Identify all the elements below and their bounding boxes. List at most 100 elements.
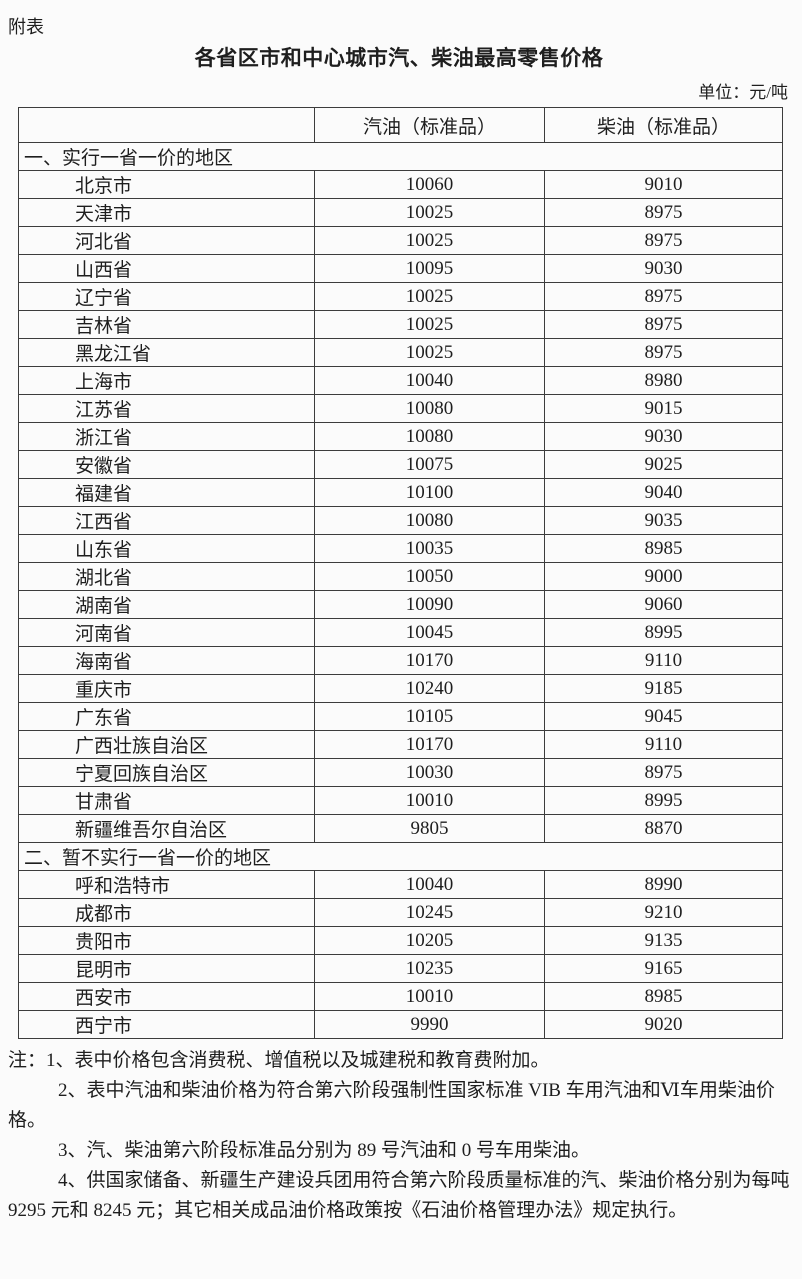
table-row: 重庆市 10240 9185 [18,674,783,703]
gasoline-price-cell: 10060 [314,170,545,199]
gasoline-price-cell: 10030 [314,758,545,787]
region-cell: 北京市 [18,170,315,199]
diesel-price-cell: 8990 [544,870,783,899]
notes-section: 注：1、表中价格包含消费税、增值税以及城建税和教育费附加。 2、表中汽油和柴油价格… [6,1046,792,1226]
diesel-price-cell: 8975 [544,310,783,339]
gasoline-price-cell: 10080 [314,506,545,535]
table-row: 浙江省 10080 9030 [18,422,783,451]
document-page: 附表 各省区市和中心城市汽、柴油最高零售价格 单位：元/吨 汽油（标准品） 柴油… [6,17,792,1226]
diesel-price-cell: 9185 [544,674,783,703]
table-row: 海南省 10170 9110 [18,646,783,675]
gasoline-price-cell: 10010 [314,786,545,815]
table-row: 江西省 10080 9035 [18,506,783,535]
table-row: 西宁市 9990 9020 [18,1010,783,1039]
diesel-price-cell: 9000 [544,562,783,591]
diesel-price-cell: 9110 [544,730,783,759]
region-cell: 浙江省 [18,422,315,451]
diesel-price-cell: 9165 [544,954,783,983]
page-title: 各省区市和中心城市汽、柴油最高零售价格 [194,46,604,70]
table-row: 甘肃省 10010 8995 [18,786,783,815]
region-cell: 西宁市 [18,1010,315,1039]
gasoline-price-cell: 9805 [314,814,545,843]
gasoline-price-cell: 10245 [314,898,545,927]
section-header-label: 二、暂不实行一省一价的地区 [18,842,783,871]
table-row: 山西省 10095 9030 [18,254,783,283]
diesel-price-cell: 8980 [544,366,783,395]
gasoline-price-cell: 10095 [314,254,545,283]
gasoline-price-cell: 10035 [314,534,545,563]
gasoline-price-cell: 10040 [314,366,545,395]
gasoline-price-cell: 10025 [314,198,545,227]
region-cell: 宁夏回族自治区 [18,758,315,787]
diesel-column-header: 柴油（标准品） [544,107,783,143]
gasoline-price-cell: 10170 [314,646,545,675]
diesel-price-cell: 9030 [544,422,783,451]
diesel-price-cell: 9045 [544,702,783,731]
table-row: 福建省 10100 9040 [18,478,783,507]
table-row: 山东省 10035 8985 [18,534,783,563]
region-cell: 海南省 [18,646,315,675]
gasoline-price-cell: 10040 [314,870,545,899]
table-row: 昆明市 10235 9165 [18,954,783,983]
gasoline-price-cell: 10105 [314,702,545,731]
region-cell: 湖北省 [18,562,315,591]
table-row: 辽宁省 10025 8975 [18,282,783,311]
diesel-price-cell: 8985 [544,982,783,1011]
table-row: 西安市 10010 8985 [18,982,783,1011]
table-row: 吉林省 10025 8975 [18,310,783,339]
section-header-row: 一、实行一省一价的地区 [18,142,783,171]
price-table: 汽油（标准品） 柴油（标准品） 一、实行一省一价的地区 北京市 10060 9010 天… [18,107,783,1039]
region-cell: 吉林省 [18,310,315,339]
region-cell: 山西省 [18,254,315,283]
table-row: 黑龙江省 10025 8975 [18,338,783,367]
region-cell: 山东省 [18,534,315,563]
note-line: 2、表中汽油和柴油价格为符合第六阶段强制性国家标准 VIB 车用汽油和Ⅵ车用柴油… [8,1080,775,1131]
region-cell: 呼和浩特市 [18,870,315,899]
diesel-price-cell: 9035 [544,506,783,535]
table-row: 新疆维吾尔自治区 9805 8870 [18,814,783,843]
note-line: 3、汽、柴油第六阶段标准品分别为 89 号汽油和 0 号车用柴油。 [58,1140,591,1161]
region-cell: 黑龙江省 [18,338,315,367]
attachment-label: 附表 [8,17,44,37]
region-cell: 安徽省 [18,450,315,479]
note-line: 注：1、表中价格包含消费税、增值税以及城建税和教育费附加。 [8,1050,550,1071]
table-row: 贵阳市 10205 9135 [18,926,783,955]
diesel-price-cell: 8975 [544,338,783,367]
gasoline-price-cell: 10100 [314,478,545,507]
diesel-price-cell: 8995 [544,786,783,815]
gasoline-price-cell: 10025 [314,226,545,255]
region-cell: 河北省 [18,226,315,255]
region-column-header [18,107,315,143]
region-cell: 新疆维吾尔自治区 [18,814,315,843]
diesel-price-cell: 9030 [544,254,783,283]
table-row: 湖北省 10050 9000 [18,562,783,591]
diesel-price-cell: 9110 [544,646,783,675]
table-row: 上海市 10040 8980 [18,366,783,395]
gasoline-price-cell: 10025 [314,338,545,367]
region-cell: 成都市 [18,898,315,927]
region-cell: 西安市 [18,982,315,1011]
gasoline-price-cell: 10235 [314,954,545,983]
gasoline-price-cell: 10025 [314,310,545,339]
gasoline-price-cell: 10205 [314,926,545,955]
region-cell: 上海市 [18,366,315,395]
gasoline-price-cell: 9990 [314,1010,545,1039]
gasoline-price-cell: 10080 [314,422,545,451]
gasoline-price-cell: 10025 [314,282,545,311]
section-header-label: 一、实行一省一价的地区 [18,142,783,171]
table-row: 广东省 10105 9045 [18,702,783,731]
gasoline-price-cell: 10050 [314,562,545,591]
diesel-price-cell: 8975 [544,758,783,787]
table-row: 广西壮族自治区 10170 9110 [18,730,783,759]
region-cell: 河南省 [18,618,315,647]
diesel-price-cell: 8995 [544,618,783,647]
region-cell: 天津市 [18,198,315,227]
diesel-price-cell: 8975 [544,282,783,311]
gasoline-column-header: 汽油（标准品） [314,107,545,143]
table-row: 安徽省 10075 9025 [18,450,783,479]
diesel-price-cell: 9020 [544,1010,783,1039]
region-cell: 福建省 [18,478,315,507]
diesel-price-cell: 9040 [544,478,783,507]
table-row: 河北省 10025 8975 [18,226,783,255]
region-cell: 贵阳市 [18,926,315,955]
